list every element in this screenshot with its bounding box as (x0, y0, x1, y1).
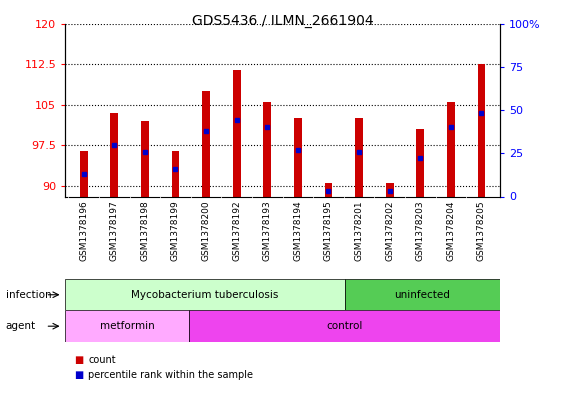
Bar (65, 279, 345, 310)
Bar (141, 121, 149, 196)
Text: uninfected: uninfected (394, 290, 450, 300)
Text: GSM1378204: GSM1378204 (446, 200, 456, 261)
Bar (264, 102, 271, 196)
Bar (110, 113, 118, 196)
Text: GSM1378195: GSM1378195 (324, 200, 333, 261)
Text: GSM1378200: GSM1378200 (202, 200, 211, 261)
Text: Mycobacterium tuberculosis: Mycobacterium tuberculosis (131, 290, 279, 300)
Text: ■: ■ (74, 370, 83, 380)
Text: metformin: metformin (100, 321, 154, 331)
Bar (80, 151, 87, 196)
Text: count: count (88, 354, 116, 365)
Bar (386, 183, 394, 196)
Bar (294, 118, 302, 196)
Text: GSM1378202: GSM1378202 (385, 200, 394, 261)
Bar (172, 151, 179, 196)
Bar (345, 279, 500, 310)
Text: GSM1378197: GSM1378197 (110, 200, 119, 261)
Bar (478, 64, 485, 196)
Text: GSM1378203: GSM1378203 (416, 200, 425, 261)
Bar (233, 70, 240, 196)
Bar (447, 102, 455, 196)
Text: GSM1378199: GSM1378199 (171, 200, 180, 261)
Text: GDS5436 / ILMN_2661904: GDS5436 / ILMN_2661904 (192, 14, 373, 28)
Bar (416, 129, 424, 196)
Text: GSM1378198: GSM1378198 (140, 200, 149, 261)
Text: GSM1378201: GSM1378201 (354, 200, 364, 261)
Bar (65, 310, 190, 342)
Bar (325, 183, 332, 196)
Text: GSM1378196: GSM1378196 (79, 200, 88, 261)
Text: agent: agent (6, 321, 36, 331)
Text: GSM1378192: GSM1378192 (232, 200, 241, 261)
Bar (355, 118, 363, 196)
Bar (202, 91, 210, 196)
Bar (190, 310, 500, 342)
Text: GSM1378194: GSM1378194 (294, 200, 302, 261)
Text: control: control (327, 321, 363, 331)
Text: GSM1378193: GSM1378193 (263, 200, 272, 261)
Text: GSM1378205: GSM1378205 (477, 200, 486, 261)
Text: percentile rank within the sample: percentile rank within the sample (88, 370, 253, 380)
Text: ■: ■ (74, 354, 83, 365)
Text: infection: infection (6, 290, 51, 300)
